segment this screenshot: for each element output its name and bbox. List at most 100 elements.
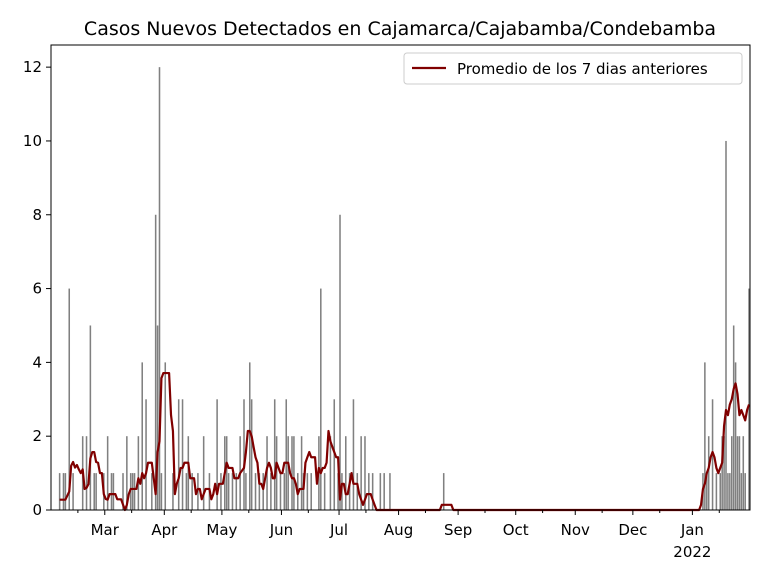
bar [243, 399, 245, 510]
bar [707, 436, 710, 510]
y-tick-label: 8 [32, 206, 42, 224]
bar [191, 473, 193, 510]
average-line [59, 371, 751, 512]
bar [339, 214, 341, 510]
bar [306, 473, 309, 510]
bar [273, 399, 276, 510]
bar [131, 473, 134, 510]
bar [133, 473, 136, 510]
x-axis: Mar Apr May Jun Jul Aug Sep Oct Nov Dec Jan [77, 510, 720, 539]
bar [172, 473, 174, 510]
bar [283, 473, 286, 510]
bar [734, 362, 737, 510]
bar [345, 436, 347, 510]
bar [287, 436, 289, 510]
bar [442, 473, 445, 510]
x-tick-label: Jun [269, 521, 293, 539]
bar [310, 473, 312, 510]
bar [704, 362, 706, 510]
y-axis: 0 2 4 6 8 10 12 [23, 58, 51, 519]
bar [235, 473, 238, 510]
y-tick-label: 6 [32, 280, 42, 298]
bar [725, 140, 727, 510]
bar [368, 473, 370, 510]
bar [302, 473, 305, 510]
bar [156, 325, 159, 510]
bar [58, 473, 61, 510]
x-tick-label: Mar [91, 521, 120, 539]
bar [730, 436, 733, 510]
bar [248, 362, 251, 510]
y-tick-label: 10 [23, 132, 42, 150]
bar [181, 399, 184, 510]
y-tick-label: 4 [32, 353, 42, 371]
bar [185, 473, 188, 510]
x-tick-label: Sep [444, 521, 472, 539]
x-tick-label: Nov [561, 521, 590, 539]
x-tick-label: Jul [329, 521, 348, 539]
bar [706, 473, 708, 510]
bar [158, 67, 161, 510]
bar [254, 473, 257, 510]
bar [216, 399, 218, 510]
bar [291, 436, 293, 510]
bar [364, 436, 366, 510]
bar [220, 473, 222, 510]
bar [352, 399, 355, 510]
y-tick-label: 2 [32, 427, 42, 445]
bar [258, 473, 261, 510]
bar [742, 436, 745, 510]
legend-label: Promedio de los 7 dias anteriores [457, 60, 708, 78]
bar [250, 399, 253, 510]
bar [231, 473, 234, 510]
bar [227, 473, 230, 510]
bar [729, 473, 731, 510]
bar [285, 399, 288, 510]
bar [337, 473, 339, 510]
bar [122, 473, 124, 510]
bar [93, 473, 95, 510]
bar [137, 436, 140, 510]
x-tick-label: Aug [384, 521, 413, 539]
bar-series [58, 67, 750, 510]
legend-box [403, 52, 743, 85]
bar [320, 288, 322, 510]
y-tick-label: 12 [23, 58, 42, 76]
bar [160, 473, 163, 510]
bar [202, 436, 205, 510]
bar [279, 473, 282, 510]
bar [245, 473, 247, 510]
x-tick-label: May [206, 521, 237, 539]
y-tick-label: 0 [32, 501, 42, 519]
bar [154, 214, 157, 510]
bar [738, 436, 741, 510]
bar [64, 473, 67, 510]
bar [383, 473, 385, 510]
bar [151, 473, 153, 510]
bar [360, 436, 362, 510]
bar [379, 473, 382, 510]
bar [62, 473, 65, 510]
bar [329, 436, 332, 510]
bar [323, 473, 326, 510]
bar [727, 473, 729, 510]
bar [225, 436, 228, 510]
bar [748, 288, 750, 510]
x-tick-label: Jan [680, 521, 704, 539]
chart-title: Casos Nuevos Detectados en Cajamarca/Caj… [84, 18, 716, 40]
bar [719, 473, 722, 510]
bar [270, 473, 272, 510]
bar [723, 436, 725, 510]
bar [106, 436, 109, 510]
legend: Promedio de los 7 dias anteriores [403, 52, 743, 85]
x-tick-label: Apr [151, 521, 178, 539]
bar [141, 362, 143, 510]
plot-frame [50, 44, 751, 511]
bar [145, 399, 147, 510]
bar [164, 362, 167, 510]
bar [300, 436, 303, 510]
x-tick-label: Oct [503, 521, 529, 539]
bar [744, 473, 746, 510]
x-tick-label: Dec [618, 521, 647, 539]
